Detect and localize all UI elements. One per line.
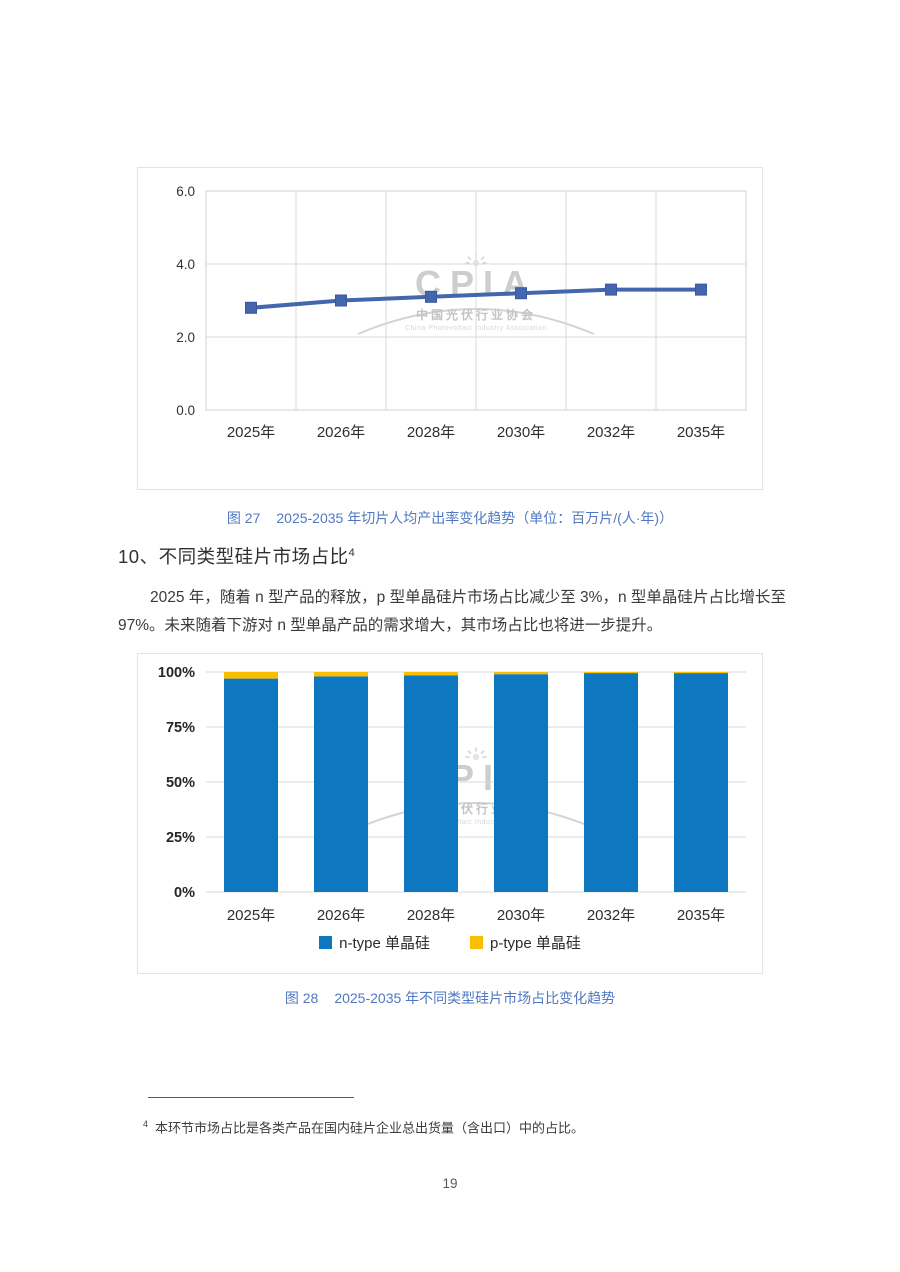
legend-swatch: [470, 936, 483, 949]
legend-item-p-type: p-type 单晶硅: [470, 932, 581, 953]
figure-28-legend: n-type 单晶硅 p-type 单晶硅: [138, 932, 762, 953]
figure-27-caption-label: 图 27: [226, 510, 261, 526]
figure-28-caption-text: 2025-2035 年不同类型硅片市场占比变化趋势: [334, 990, 616, 1006]
bar-segment-p-type: [404, 672, 458, 676]
plot-border: [205, 190, 747, 411]
x-tick-label: 2026年: [317, 424, 365, 441]
bar-segment-n-type: [674, 673, 728, 892]
stacked-bar-chart-figure-28: 0% 25% 50% 75% 100% 2025年 2026年 2028年 2030年 2032年…: [158, 665, 746, 924]
legend-swatch: [319, 936, 333, 949]
bar-segment-p-type: [224, 672, 278, 679]
data-point-marker: [695, 283, 707, 296]
data-point-marker: [335, 294, 347, 307]
data-point-marker: [245, 301, 257, 314]
bar-segment-n-type: [494, 674, 548, 892]
y-tick-label: 0.0: [176, 403, 195, 418]
footnote: 4 本环节市场占比是各类产品在国内硅片企业总出货量（含出口）中的占比。: [143, 1114, 703, 1138]
figure-27-caption-text: 2025-2035 年切片人均产出率变化趋势（单位：百万片/(人·年)）: [276, 510, 674, 526]
y-tick-label: 75%: [166, 720, 195, 736]
figure-27-caption: 图 27 2025-2035 年切片人均产出率变化趋势（单位：百万片/(人·年)）: [0, 508, 900, 528]
x-tick-label: 2028年: [407, 907, 455, 924]
bar-segment-n-type: [314, 676, 368, 892]
y-tick-label: 25%: [166, 830, 195, 846]
legend-item-n-type: n-type 单晶硅: [319, 932, 430, 953]
section-heading-text: 10、不同类型硅片市场占比: [118, 546, 349, 567]
data-point-marker: [515, 287, 527, 300]
figure-27-panel: CPIA 中国光伏行业协会 China Photovoltaic Industr…: [137, 167, 763, 490]
trend-line: [250, 287, 701, 310]
bar-segment-n-type: [404, 675, 458, 892]
page-number: 19: [442, 1176, 458, 1191]
data-point-marker: [605, 283, 617, 296]
figure-28-panel: CPIA 中国光伏行业协会 China Photovoltaic Industr…: [137, 653, 763, 974]
bar-segment-n-type: [584, 673, 638, 892]
bar-segment-n-type: [224, 678, 278, 892]
x-tick-label: 2035年: [677, 907, 725, 924]
footnote-ref: 4: [143, 1119, 149, 1129]
x-tick-label: 2026年: [317, 907, 365, 924]
y-tick-label: 2.0: [176, 330, 195, 345]
heading-footnote-ref: 4: [348, 546, 356, 559]
x-tick-label: 2032年: [587, 424, 635, 441]
y-tick-label: 0%: [174, 885, 195, 901]
figure-28-caption: 图 28 2025-2035 年不同类型硅片市场占比变化趋势: [0, 988, 900, 1008]
bar-segment-p-type: [314, 672, 368, 677]
footnote-separator-rule: [148, 1097, 354, 1098]
figure-28-caption-label: 图 28: [284, 990, 319, 1006]
y-tick-label: 6.0: [176, 184, 195, 199]
x-tick-label: 2030年: [497, 907, 545, 924]
bar-segment-p-type: [584, 672, 638, 674]
x-tick-label: 2032年: [587, 907, 635, 924]
y-tick-label: 4.0: [176, 257, 195, 272]
y-tick-label: 50%: [166, 775, 195, 791]
bar-segment-p-type: [494, 672, 548, 675]
x-tick-label: 2025年: [227, 907, 275, 924]
x-tick-label: 2028年: [407, 424, 455, 441]
x-tick-label: 2030年: [497, 424, 545, 441]
y-tick-label: 100%: [158, 665, 195, 681]
footnote-text: 本环节市场占比是各类产品在国内硅片企业总出货量（含出口）中的占比。: [155, 1120, 585, 1136]
bar-segment-p-type: [674, 672, 728, 674]
body-paragraph: 2025 年，随着 n 型产品的释放，p 型单晶硅片市场占比减少至 3%，n 型…: [118, 589, 786, 634]
x-tick-label: 2035年: [677, 424, 725, 441]
legend-label: p-type 单晶硅: [490, 935, 581, 952]
data-point-marker: [425, 290, 437, 303]
legend-label: n-type 单晶硅: [339, 935, 430, 952]
line-chart-figure-27: 0.0 2.0 4.0 6.0 2025年 2026年 2028年 2030年 2032年 203…: [176, 184, 747, 441]
section-heading: 10、不同类型硅片市场占比4: [118, 543, 355, 569]
x-tick-label: 2025年: [227, 424, 275, 441]
